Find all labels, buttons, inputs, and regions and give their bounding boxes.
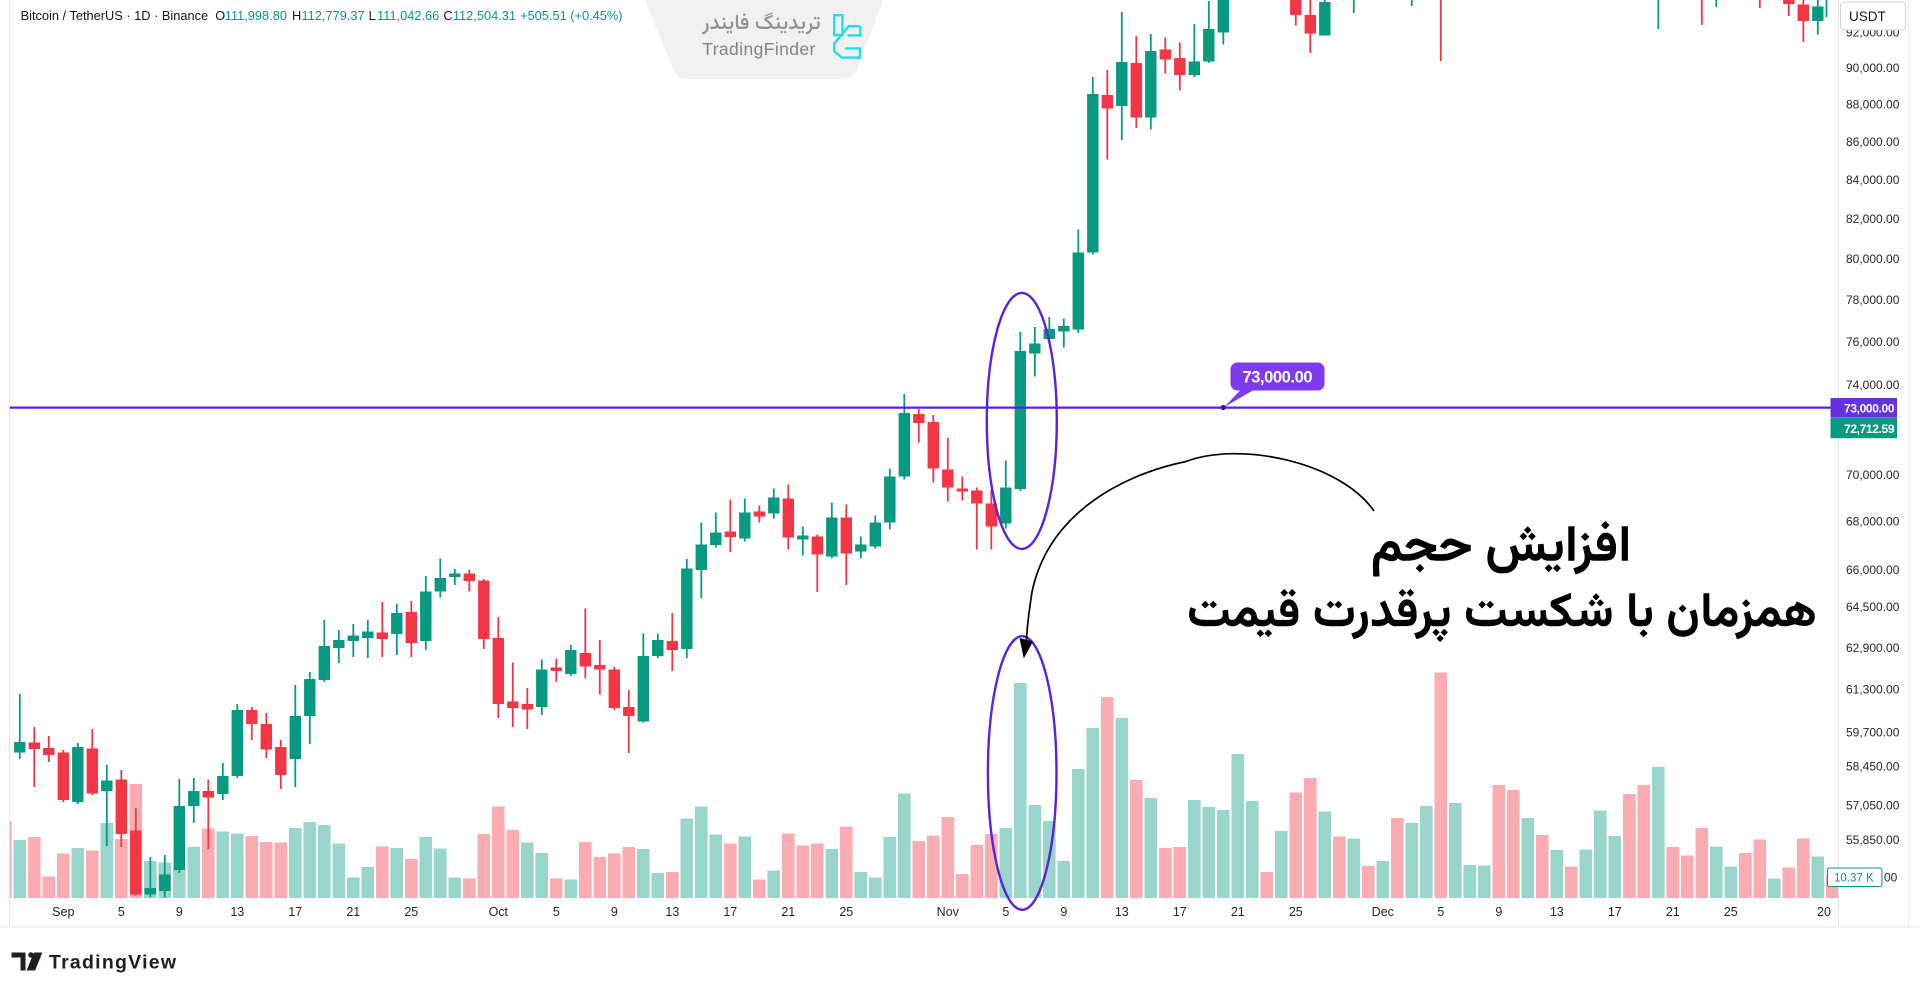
svg-text:17: 17 [1608, 905, 1622, 919]
svg-text:74,000.00: 74,000.00 [1846, 378, 1900, 392]
svg-text:USDT: USDT [1849, 9, 1886, 24]
svg-text:TradingView: TradingView [49, 952, 177, 974]
svg-text:25: 25 [839, 905, 853, 919]
svg-text:13: 13 [230, 905, 244, 919]
svg-text:84,000.00: 84,000.00 [1846, 173, 1900, 187]
svg-text:25: 25 [1289, 905, 1303, 919]
svg-text:25: 25 [1724, 905, 1738, 919]
svg-text:TradingFinder: TradingFinder [702, 39, 816, 59]
svg-text:61,300.00: 61,300.00 [1846, 683, 1900, 697]
svg-text:5: 5 [118, 905, 125, 919]
svg-text:Oct: Oct [489, 905, 509, 919]
svg-text:5: 5 [1002, 905, 1009, 919]
svg-text:17: 17 [1173, 905, 1187, 919]
svg-text:111,998.80: 111,998.80 [225, 8, 287, 23]
svg-text:L: L [369, 8, 376, 23]
svg-text:73,000.00: 73,000.00 [1243, 369, 1313, 387]
svg-text:13: 13 [1115, 905, 1129, 919]
svg-text:H: H [292, 8, 301, 23]
svg-text:25: 25 [404, 905, 418, 919]
svg-text:13: 13 [1550, 905, 1564, 919]
svg-text:73,000.00: 73,000.00 [1844, 402, 1895, 416]
svg-text:70,000.00: 70,000.00 [1846, 468, 1900, 482]
svg-text:112,504.31: 112,504.31 [453, 8, 516, 23]
svg-text:9: 9 [176, 905, 183, 919]
svg-text:68,000.00: 68,000.00 [1846, 515, 1900, 529]
svg-text:9: 9 [1495, 905, 1502, 919]
svg-text:88,000.00: 88,000.00 [1846, 98, 1900, 112]
svg-text:C: C [443, 8, 452, 23]
svg-text:57,050.00: 57,050.00 [1846, 799, 1900, 813]
svg-text:112,779.37: 112,779.37 [302, 8, 365, 23]
svg-text:5: 5 [1437, 905, 1444, 919]
svg-text:17: 17 [288, 905, 302, 919]
svg-text:9: 9 [1060, 905, 1067, 919]
svg-text:72,712.59: 72,712.59 [1844, 422, 1895, 436]
svg-text:Bitcoin / TetherUS · 1D · Bina: Bitcoin / TetherUS · 1D · Binance [21, 8, 209, 23]
svg-text:00: 00 [1884, 871, 1898, 885]
svg-text:90,000.00: 90,000.00 [1846, 61, 1900, 75]
svg-text:13: 13 [665, 905, 679, 919]
svg-text:55,850.00: 55,850.00 [1846, 833, 1900, 847]
svg-text:10.37 K: 10.37 K [1834, 873, 1874, 885]
svg-text:17: 17 [723, 905, 737, 919]
svg-text:62,900.00: 62,900.00 [1846, 641, 1900, 655]
svg-text:59,700.00: 59,700.00 [1846, 725, 1900, 739]
svg-text:21: 21 [781, 905, 795, 919]
svg-text:78,000.00: 78,000.00 [1846, 293, 1900, 307]
svg-text:86,000.00: 86,000.00 [1846, 135, 1900, 149]
svg-text:Nov: Nov [937, 905, 960, 919]
svg-text:80,000.00: 80,000.00 [1846, 252, 1900, 266]
svg-text:21: 21 [346, 905, 360, 919]
svg-text:20: 20 [1817, 905, 1831, 919]
svg-text:Dec: Dec [1372, 905, 1394, 919]
svg-text:9: 9 [611, 905, 618, 919]
svg-text:+505.51 (+0.45%): +505.51 (+0.45%) [520, 8, 622, 23]
svg-text:O: O [215, 8, 225, 23]
svg-text:21: 21 [1666, 905, 1680, 919]
svg-text:111,042.66: 111,042.66 [377, 8, 439, 23]
svg-text:82,000.00: 82,000.00 [1846, 212, 1900, 226]
svg-text:76,000.00: 76,000.00 [1846, 335, 1900, 349]
svg-text:66,000.00: 66,000.00 [1846, 563, 1900, 577]
svg-text:58,450.00: 58,450.00 [1846, 760, 1900, 774]
svg-text:5: 5 [553, 905, 560, 919]
svg-text:64,500.00: 64,500.00 [1846, 600, 1900, 614]
svg-text:21: 21 [1231, 905, 1245, 919]
svg-text:Sep: Sep [52, 905, 74, 919]
